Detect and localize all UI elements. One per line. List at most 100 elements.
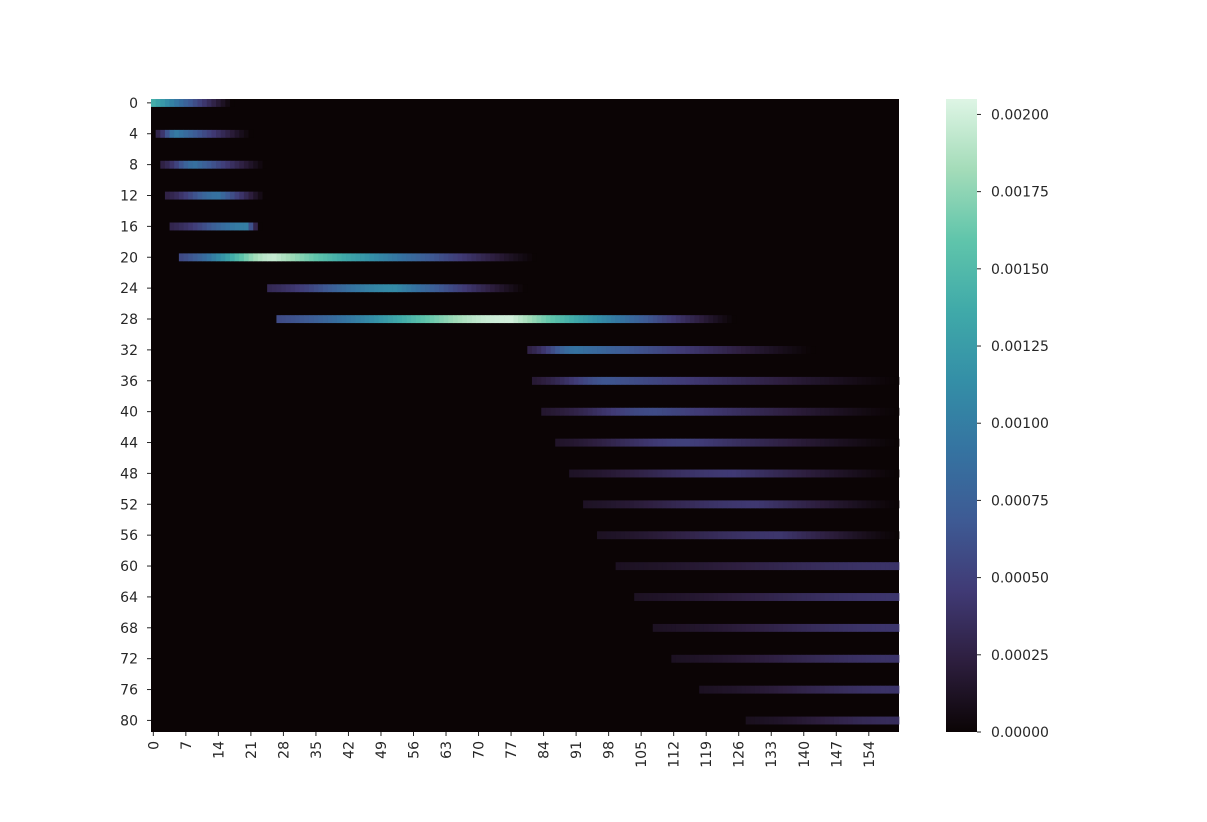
heatmap-cell <box>750 593 756 601</box>
heatmap-cell <box>708 500 714 509</box>
heatmap-cell <box>689 376 695 385</box>
heatmap-cell <box>866 438 872 447</box>
heatmap-row-80 <box>745 716 900 725</box>
heatmap-cell <box>643 315 649 324</box>
heatmap-cell <box>657 593 663 601</box>
heatmap-cell <box>573 469 579 478</box>
heatmap-cell <box>801 438 807 447</box>
heatmap-cell <box>787 438 793 447</box>
heatmap-cell <box>374 315 380 324</box>
heatmap-cell <box>829 562 835 571</box>
colorbar-tick-label: 0.00050 <box>991 571 1049 587</box>
heatmap-cell <box>810 407 816 416</box>
heatmap-cell <box>643 562 649 571</box>
heatmap-cell <box>773 685 779 694</box>
colorbar-tick-label: 0.00150 <box>991 262 1049 278</box>
heatmap-cell <box>657 346 663 354</box>
heatmap-cell <box>527 253 533 262</box>
heatmap-cell <box>364 284 370 293</box>
heatmap-row-68 <box>652 623 900 632</box>
heatmap-cell <box>257 222 263 231</box>
heatmap-cell <box>866 654 872 663</box>
y-tick-label: 48 <box>120 466 138 482</box>
heatmap-cell <box>871 623 877 632</box>
heatmap-cell <box>601 407 607 416</box>
heatmap-cell <box>680 654 686 663</box>
heatmap-cell <box>764 531 770 540</box>
colorbar-tick-label: 0.00075 <box>991 493 1049 509</box>
heatmap-cell <box>206 222 212 231</box>
heatmap-cell <box>894 531 900 540</box>
heatmap-cell <box>861 407 867 416</box>
heatmap-cell <box>824 562 830 571</box>
heatmap-cell <box>620 562 626 571</box>
heatmap-cell <box>843 623 849 632</box>
heatmap-cell <box>810 500 816 509</box>
heatmap-cell <box>768 407 774 416</box>
heatmap-cell <box>355 253 361 262</box>
heatmap-cell <box>550 376 556 385</box>
heatmap-cell <box>629 315 635 324</box>
heatmap-cell <box>559 407 565 416</box>
heatmap-cell <box>374 284 380 293</box>
heatmap-cell <box>880 469 886 478</box>
heatmap-cell <box>615 346 621 354</box>
heatmap-cell <box>420 253 426 262</box>
heatmap-cell <box>285 315 291 324</box>
heatmap-cell <box>871 531 877 540</box>
heatmap-cell <box>847 531 853 540</box>
heatmap-cell <box>787 654 793 663</box>
heatmap-cell <box>736 376 742 385</box>
heatmap-cell <box>685 531 691 540</box>
heatmap-cell <box>810 685 816 694</box>
heatmap-cell <box>178 99 184 107</box>
heatmap-cell <box>810 346 816 354</box>
heatmap-cell <box>648 562 654 571</box>
heatmap-cell <box>885 376 891 385</box>
heatmap-cell <box>754 407 760 416</box>
heatmap-cell <box>541 315 547 324</box>
heatmap-cell <box>480 284 486 293</box>
heatmap-cell <box>806 593 812 601</box>
heatmap-cell <box>852 531 858 540</box>
heatmap-cell <box>806 500 812 509</box>
heatmap-cell <box>597 469 603 478</box>
heatmap-cell <box>634 531 640 540</box>
heatmap-cell <box>713 346 719 354</box>
heatmap-cell <box>643 407 649 416</box>
heatmap-cell <box>792 500 798 509</box>
heatmap-cell <box>471 253 477 262</box>
heatmap-cell <box>689 469 695 478</box>
heatmap-cell <box>778 376 784 385</box>
x-tick-label: 70 <box>472 741 488 759</box>
heatmap-cell <box>861 685 867 694</box>
heatmap-cell <box>378 315 384 324</box>
heatmap-cell <box>610 315 616 324</box>
heatmap-cell <box>745 716 751 725</box>
heatmap-cell <box>736 623 742 632</box>
heatmap-cell <box>768 438 774 447</box>
heatmap-cell <box>592 438 598 447</box>
heatmap-cell <box>564 438 570 447</box>
heatmap-cell <box>861 469 867 478</box>
heatmap-cell <box>722 469 728 478</box>
x-tick-label: 7 <box>179 741 195 750</box>
heatmap-cell <box>192 129 198 138</box>
heatmap-cell <box>727 562 733 571</box>
heatmap-cell <box>773 716 779 725</box>
heatmap-cell <box>717 469 723 478</box>
heatmap-cell <box>773 407 779 416</box>
heatmap-cell <box>262 253 268 262</box>
heatmap-cell <box>573 438 579 447</box>
heatmap-cell <box>880 438 886 447</box>
heatmap-cell <box>880 623 886 632</box>
heatmap-cell <box>652 623 658 632</box>
heatmap-cell <box>885 685 891 694</box>
heatmap-cell <box>308 253 314 262</box>
heatmap-cell <box>754 376 760 385</box>
heatmap-cell <box>332 253 338 262</box>
heatmap-cell <box>666 623 672 632</box>
heatmap-cell <box>606 407 612 416</box>
heatmap-cell <box>648 531 654 540</box>
heatmap-cell <box>843 376 849 385</box>
